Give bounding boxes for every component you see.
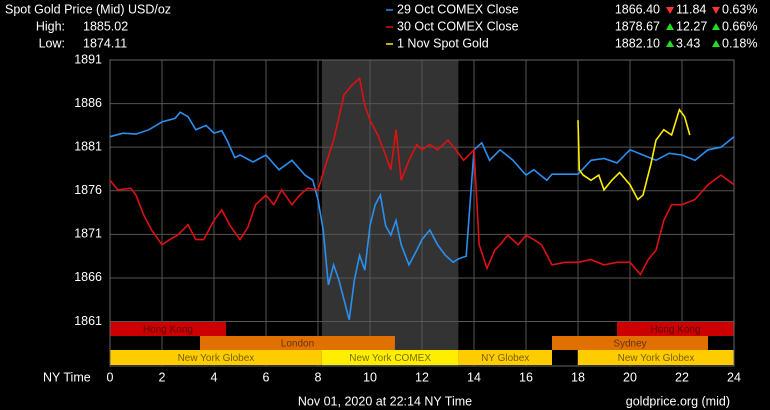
stat-label: Low: (39, 36, 65, 50)
legend-close: 1866.40 (615, 2, 660, 16)
direction-arrow (666, 23, 674, 30)
y-tick-label: 1886 (74, 96, 102, 110)
session-bar (110, 322, 226, 336)
series-line (577, 107, 691, 201)
session-bar (110, 350, 322, 365)
session-label: New York COMEX (349, 353, 431, 364)
direction-arrow (712, 23, 720, 30)
stat-label: High: (36, 19, 65, 33)
session-bar (321, 350, 459, 365)
y-tick-label: 1861 (74, 314, 102, 328)
highlight-band (321, 60, 459, 366)
y-tick-label: 1866 (74, 270, 102, 284)
legend-close: 1878.67 (615, 19, 660, 33)
x-tick-label: 20 (623, 370, 637, 384)
legend-name: 29 Oct COMEX Close (397, 2, 519, 16)
legend-change-pct: 0.66% (722, 19, 757, 33)
session-label: Hong Kong (650, 325, 700, 336)
x-tick-label: 24 (727, 370, 741, 384)
x-tick-label: 6 (263, 370, 270, 384)
legend-close: 1882.10 (615, 36, 660, 50)
direction-arrow (666, 40, 674, 47)
session-label: NY Globex (481, 353, 529, 364)
direction-arrow (666, 7, 674, 14)
x-tick-label: 4 (211, 370, 218, 384)
y-tick-label: 1871 (74, 227, 102, 241)
session-label: London (281, 339, 314, 350)
x-tick-label: 8 (315, 370, 322, 384)
direction-arrow (712, 7, 720, 14)
session-label: Hong Kong (143, 325, 193, 336)
y-tick-label: 1891 (74, 52, 102, 66)
session-label: New York Globex (618, 353, 695, 364)
source: goldprice.org (mid) (626, 394, 730, 408)
direction-arrow (712, 40, 720, 47)
legend-change: 11.84 (676, 2, 706, 16)
x-tick-label: 12 (415, 370, 429, 384)
legend-change-pct: 0.63% (722, 2, 757, 16)
x-tick-label: 16 (519, 370, 533, 384)
x-tick-label: 2 (159, 370, 166, 384)
series-line (109, 111, 735, 321)
legend-change: 3.43 (676, 36, 700, 50)
session-label: Sydney (613, 339, 646, 350)
session-bar (552, 336, 708, 350)
legend-name: 1 Nov Spot Gold (397, 36, 489, 50)
series-line (109, 76, 735, 276)
session-bar (458, 350, 552, 365)
stat-value: 1885.02 (83, 19, 128, 33)
plot-border (109, 59, 735, 367)
session-bar (578, 350, 734, 365)
x-axis-label: NY Time (43, 370, 91, 384)
x-tick-label: 14 (467, 370, 481, 384)
legend-change-pct: 0.18% (722, 36, 757, 50)
session-label: New York Globex (178, 353, 255, 364)
x-tick-label: 0 (107, 370, 114, 384)
y-tick-label: 1881 (74, 139, 102, 153)
session-bar (199, 336, 395, 350)
chart-title: Spot Gold Price (Mid) USD/oz (5, 2, 171, 16)
stat-value: 1874.11 (83, 36, 127, 50)
y-tick-label: 1876 (74, 183, 102, 197)
footer: Nov 01, 2020 at 22:14 NY Time (298, 394, 472, 408)
x-tick-label: 18 (571, 370, 585, 384)
legend-change: 12.27 (676, 19, 707, 33)
legend-name: 30 Oct COMEX Close (397, 19, 519, 33)
x-tick-label: 10 (363, 370, 377, 384)
x-tick-label: 22 (675, 370, 689, 384)
session-bar (617, 322, 734, 336)
